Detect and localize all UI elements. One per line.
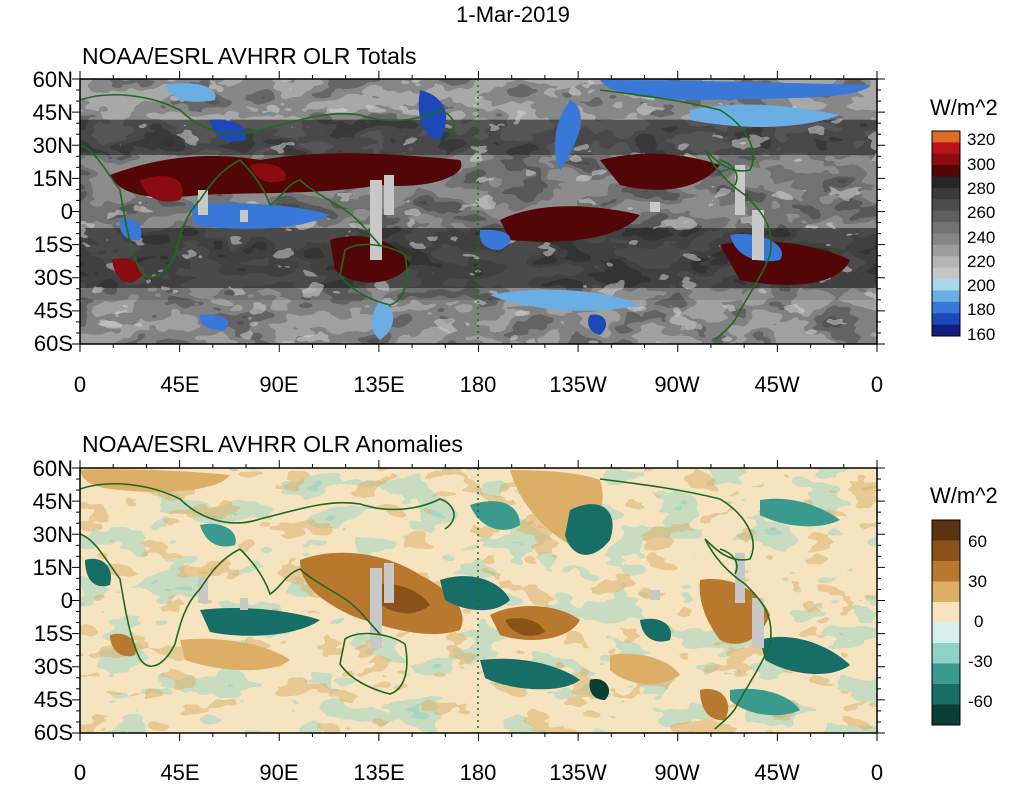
lon-label: 45E — [160, 760, 199, 785]
lat-label: 30S — [34, 265, 73, 290]
lat-label: 60N — [33, 67, 73, 92]
colorbar-swatch — [932, 704, 960, 726]
lon-label: 0 — [871, 372, 883, 397]
colorbar-swatch — [932, 301, 960, 314]
colorbar-swatch — [932, 581, 960, 603]
lon-label: 45E — [160, 372, 199, 397]
colorbar-frame — [931, 519, 961, 726]
colorbar-swatch — [932, 210, 960, 223]
colorbar-swatch — [932, 290, 960, 303]
colorbar-swatch — [932, 256, 960, 269]
lat-label: 60S — [34, 720, 73, 745]
lon-label: 90W — [654, 372, 699, 397]
lon-label: 180 — [460, 760, 497, 785]
totals-units: W/m^2 — [930, 95, 998, 120]
lon-label: 135E — [353, 372, 404, 397]
lat-label: 15N — [33, 555, 73, 580]
colorbar-swatch — [932, 153, 960, 166]
colorbar-label: 220 — [967, 252, 995, 271]
colorbar-swatch — [932, 244, 960, 257]
lat-label: 45N — [33, 100, 73, 125]
anomalies-ticks — [72, 460, 885, 741]
colorbar-swatch — [932, 663, 960, 685]
colorbar-swatch — [932, 187, 960, 200]
colorbar-swatch — [932, 176, 960, 189]
colorbar-label: 240 — [967, 228, 995, 247]
lon-label: 180 — [460, 372, 497, 397]
colorbar-label: -30 — [968, 652, 993, 671]
colorbar-label: 180 — [967, 300, 995, 319]
lon-label: 90W — [654, 760, 699, 785]
colorbar-swatch — [932, 540, 960, 562]
colorbar-label: 160 — [967, 325, 995, 344]
lon-label: 135W — [549, 372, 607, 397]
lon-label: 135E — [353, 760, 404, 785]
lat-label: 30N — [33, 522, 73, 547]
figure-title: 1-Mar-2019 — [456, 2, 570, 27]
lon-label: 135W — [549, 760, 607, 785]
colorbar-frame — [931, 130, 961, 337]
colorbar-swatch — [932, 142, 960, 155]
lon-label: 0 — [74, 372, 86, 397]
lon-label: 0 — [871, 760, 883, 785]
lat-label: 45N — [33, 489, 73, 514]
colorbar-swatch — [932, 199, 960, 212]
lat-label: 0 — [61, 199, 73, 224]
anomalies-colorbar — [931, 519, 961, 726]
lat-label: 45S — [34, 298, 73, 323]
lon-label: 45W — [754, 372, 799, 397]
anomalies-map — [80, 468, 877, 733]
colorbar-label: 0 — [974, 612, 983, 631]
colorbar-label: 280 — [967, 179, 995, 198]
lat-label: 15N — [33, 166, 73, 191]
lat-label: 45S — [34, 687, 73, 712]
colorbar-label: 60 — [968, 532, 987, 551]
anomalies-subtitle: NOAA/ESRL AVHRR OLR Anomalies — [82, 431, 463, 457]
lat-label: 30N — [33, 133, 73, 158]
anomalies-units: W/m^2 — [930, 483, 998, 508]
anomalies-lon-labels: 0 45E 90E 135E 180 135W 90W 45W 0 — [74, 760, 883, 785]
colorbar-swatch — [932, 313, 960, 326]
colorbar-swatch — [932, 561, 960, 582]
anomalies-lat-labels: 60N 45N 30N 15N 0 15S 30S 45S 60S — [33, 456, 73, 745]
colorbar-label: 300 — [967, 155, 995, 174]
colorbar-swatch — [932, 131, 960, 143]
colorbar-swatch — [932, 222, 960, 234]
totals-colorbar — [931, 130, 961, 337]
colorbar-label: 260 — [967, 203, 995, 222]
lon-label: 90E — [259, 372, 298, 397]
lat-label: 60S — [34, 331, 73, 356]
colorbar-swatch — [932, 684, 960, 705]
lat-label: 30S — [34, 654, 73, 679]
colorbar-swatch — [932, 622, 960, 644]
lat-label: 15S — [34, 621, 73, 646]
colorbar-label: 30 — [968, 572, 987, 591]
totals-lon-labels: 0 45E 90E 135E 180 135W 90W 45W 0 — [74, 372, 883, 397]
totals-subtitle: NOAA/ESRL AVHRR OLR Totals — [82, 43, 416, 69]
lat-label: 15S — [34, 232, 73, 257]
totals-map — [80, 79, 877, 344]
lon-label: 0 — [74, 760, 86, 785]
colorbar-swatch — [932, 520, 960, 541]
lat-label: 0 — [61, 588, 73, 613]
colorbar-label: -60 — [968, 692, 993, 711]
colorbar-swatch — [932, 165, 960, 177]
lon-label: 45W — [754, 760, 799, 785]
lon-label: 90E — [259, 760, 298, 785]
colorbar-label: 320 — [967, 130, 995, 149]
colorbar-swatch — [932, 643, 960, 664]
totals-colorbar-labels: 320 300 280 260 240 220 200 180 160 — [967, 130, 995, 344]
colorbar-swatch — [932, 233, 960, 246]
colorbar-swatch — [932, 602, 960, 623]
colorbar-swatch — [932, 279, 960, 291]
totals-lat-labels: 60N 45N 30N 15N 0 15S 30S 45S 60S — [33, 67, 73, 356]
totals-ticks — [72, 71, 885, 352]
lat-label: 60N — [33, 456, 73, 481]
colorbar-swatch — [932, 324, 960, 337]
anomalies-colorbar-labels: 60 30 0 -30 -60 — [968, 532, 993, 711]
colorbar-label: 200 — [967, 276, 995, 295]
colorbar-swatch — [932, 267, 960, 280]
